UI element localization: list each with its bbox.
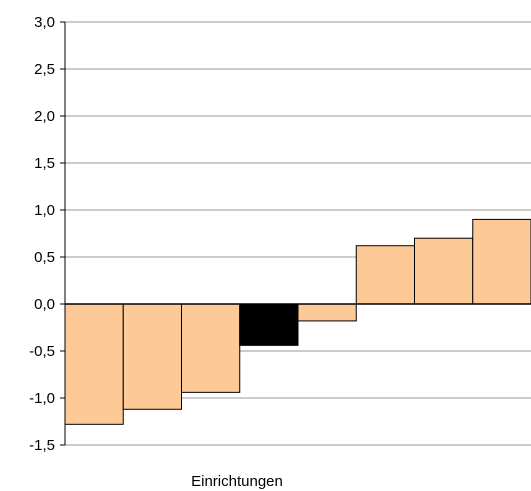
y-tick-label: -0,5: [29, 343, 55, 360]
bar: [297, 303, 357, 322]
y-tick-label: -1,0: [29, 390, 55, 407]
bar: [355, 245, 415, 305]
y-tick-label: 1,0: [34, 202, 55, 219]
y-tick-label: 1,5: [34, 155, 55, 172]
bar: [472, 218, 531, 305]
axes: [60, 21, 531, 446]
bar: [181, 303, 241, 393]
y-tick-label: 2,0: [34, 108, 55, 125]
bars: [64, 218, 531, 425]
bar: [64, 303, 124, 425]
y-tick-label: 3,0: [34, 14, 55, 31]
y-tick-label: -1,5: [29, 437, 55, 454]
y-tick-label: 0,5: [34, 249, 55, 266]
y-tick-label: 0,0: [34, 296, 55, 313]
highlighted-bar: [239, 303, 299, 346]
bar: [414, 237, 474, 305]
bar: [122, 303, 182, 410]
y-tick-label: 2,5: [34, 61, 55, 78]
y-tick-labels: 3,0 2,5 2,0 1,5 1,0 0,5 0,0 -0,5 -1,0 -1,5: [29, 14, 55, 454]
x-axis-title: Einrichtungen: [191, 473, 283, 490]
